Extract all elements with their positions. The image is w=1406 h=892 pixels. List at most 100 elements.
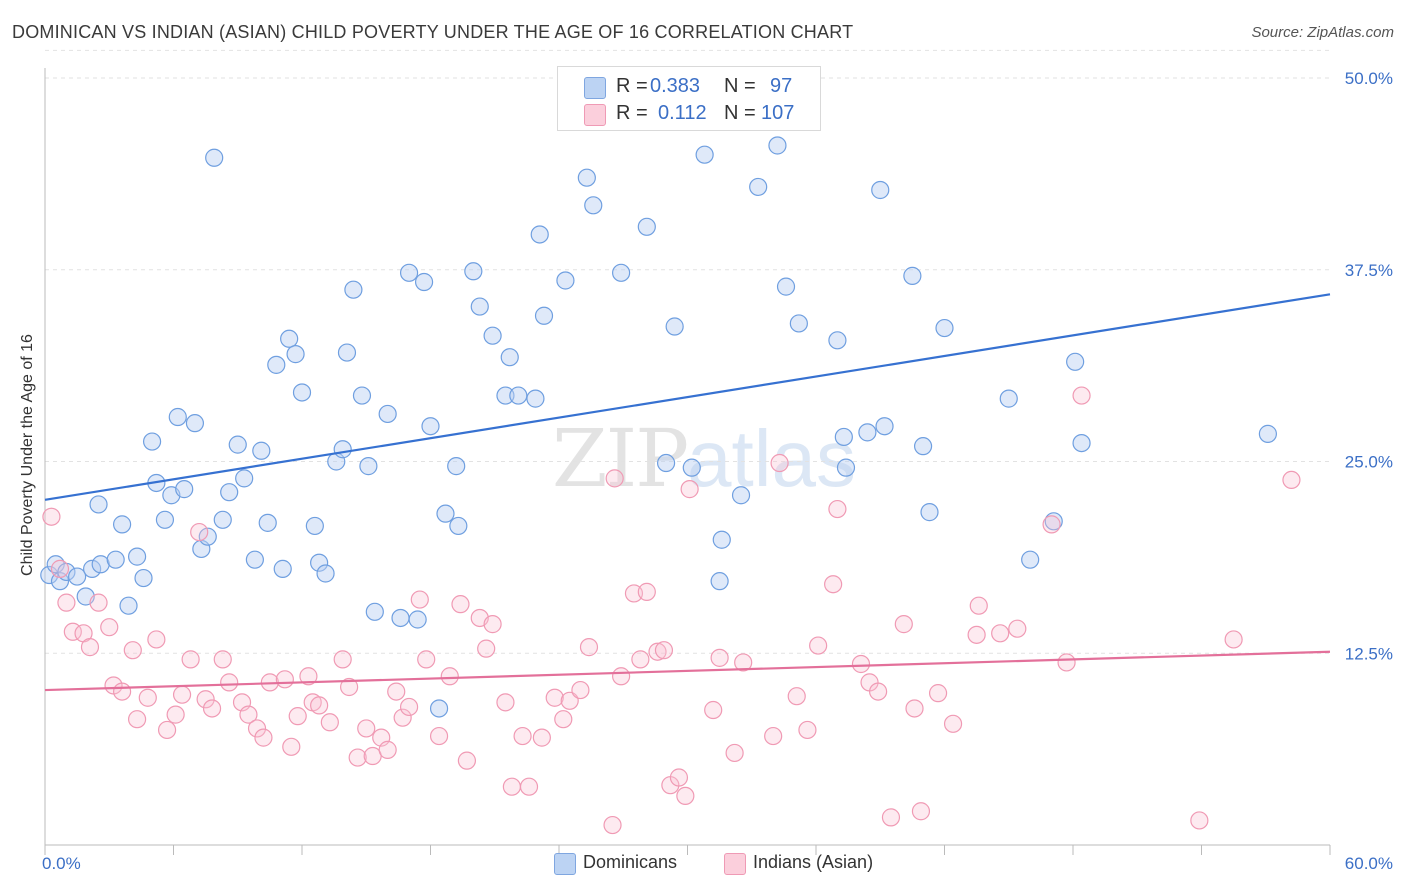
points-layer [40, 136, 1301, 835]
legend-swatch-dominicans [584, 77, 606, 99]
point-dominican [836, 458, 856, 477]
point-indian [254, 728, 273, 747]
point-indian [282, 737, 301, 756]
point-dominican [337, 343, 357, 362]
point-dominican [142, 432, 162, 451]
point-dominican [112, 515, 132, 534]
point-indian [440, 667, 459, 686]
point-dominican [155, 510, 175, 529]
point-dominican [858, 423, 877, 442]
r-label: R = [616, 102, 648, 124]
point-indian [967, 625, 986, 644]
source-credit: Source: ZipAtlas.com [1251, 24, 1394, 41]
point-dominican [408, 610, 427, 629]
point-indian [654, 641, 674, 660]
point-indian [348, 748, 367, 767]
point-dominican [258, 513, 277, 532]
point-indian [1057, 653, 1076, 672]
point-dominican [252, 441, 271, 460]
point-dominican [1258, 424, 1277, 443]
legend-label-dominicans: Dominicans [583, 852, 678, 872]
grid-layer [45, 49, 1330, 654]
point-indian [213, 650, 232, 669]
point-indian [943, 714, 963, 733]
point-dominican [213, 510, 232, 529]
point-indian [1282, 470, 1301, 490]
point-dominican [577, 168, 596, 187]
point-dominican [68, 567, 87, 586]
point-dominican [920, 503, 939, 522]
point-indian [631, 650, 650, 669]
point-dominican [228, 435, 247, 454]
point-dominican [470, 297, 489, 316]
y-tick-label: 12.5% [1345, 644, 1393, 663]
point-dominican [464, 262, 483, 281]
point-dominican [828, 331, 847, 350]
point-indian [824, 575, 843, 594]
point-indian [734, 653, 753, 672]
trend-line-dominicans [44, 293, 1331, 501]
point-dominican [352, 386, 372, 405]
point-dominican [1044, 512, 1063, 531]
point-indian [320, 713, 339, 732]
point-dominican [999, 389, 1018, 408]
point-indian [357, 719, 376, 738]
point-dominican [91, 555, 110, 574]
point-indian [451, 595, 470, 614]
point-dominican [168, 407, 187, 427]
point-dominican [637, 217, 656, 236]
point-dominican [245, 550, 264, 569]
point-dominican [359, 457, 378, 476]
point-indian [340, 677, 359, 697]
point-indian [710, 648, 729, 667]
point-dominican [220, 483, 239, 502]
point-dominican [584, 196, 603, 215]
tick-label-layer: 12.5% 25.0% 37.5% 50.0% 0.0% 60.0% [42, 69, 1393, 873]
y-tick-label: 37.5% [1345, 261, 1393, 280]
point-dominican [447, 457, 466, 476]
point-dominican [665, 317, 684, 336]
point-dominican [875, 417, 894, 436]
point-indian [483, 615, 502, 634]
point-dominican [365, 602, 384, 621]
point-indian [399, 697, 419, 717]
point-dominican [935, 318, 954, 338]
point-indian [457, 751, 477, 770]
point-indian [969, 596, 988, 615]
point-dominican [40, 565, 59, 585]
stats-legend-row-indians: R = 0.112 N = 107 [558, 102, 820, 130]
point-dominican [534, 306, 554, 325]
point-indian [299, 667, 318, 686]
y-tick-label: 25.0% [1345, 453, 1393, 472]
point-indian [545, 688, 564, 707]
point-indian [554, 710, 573, 729]
point-indian [138, 688, 157, 707]
point-dominican [682, 458, 701, 477]
point-indian [851, 654, 871, 674]
point-dominican [712, 530, 731, 549]
trend-line-indians [44, 650, 1331, 692]
point-indian [513, 726, 532, 746]
point-indian [1190, 811, 1209, 830]
point-dominican [500, 348, 519, 367]
point-dominican [127, 547, 147, 566]
point-dominican [421, 417, 440, 436]
point-indian [387, 682, 406, 701]
point-dominican [496, 386, 515, 405]
point-dominican [286, 345, 305, 364]
point-dominican [436, 504, 455, 523]
point-dominican [391, 608, 410, 628]
point-indian [928, 684, 948, 703]
point-indian [637, 582, 656, 601]
point-indian [378, 740, 397, 759]
point-dominican [316, 564, 335, 583]
point-indian [905, 699, 924, 718]
point-indian [1042, 515, 1061, 534]
point-dominican [1021, 550, 1040, 569]
point-indian [172, 685, 192, 704]
point-dominican [509, 386, 528, 405]
r-label: R = [616, 75, 648, 97]
point-dominican [310, 553, 329, 572]
x-tick-label: 0.0% [42, 854, 81, 873]
point-indian [519, 777, 539, 796]
